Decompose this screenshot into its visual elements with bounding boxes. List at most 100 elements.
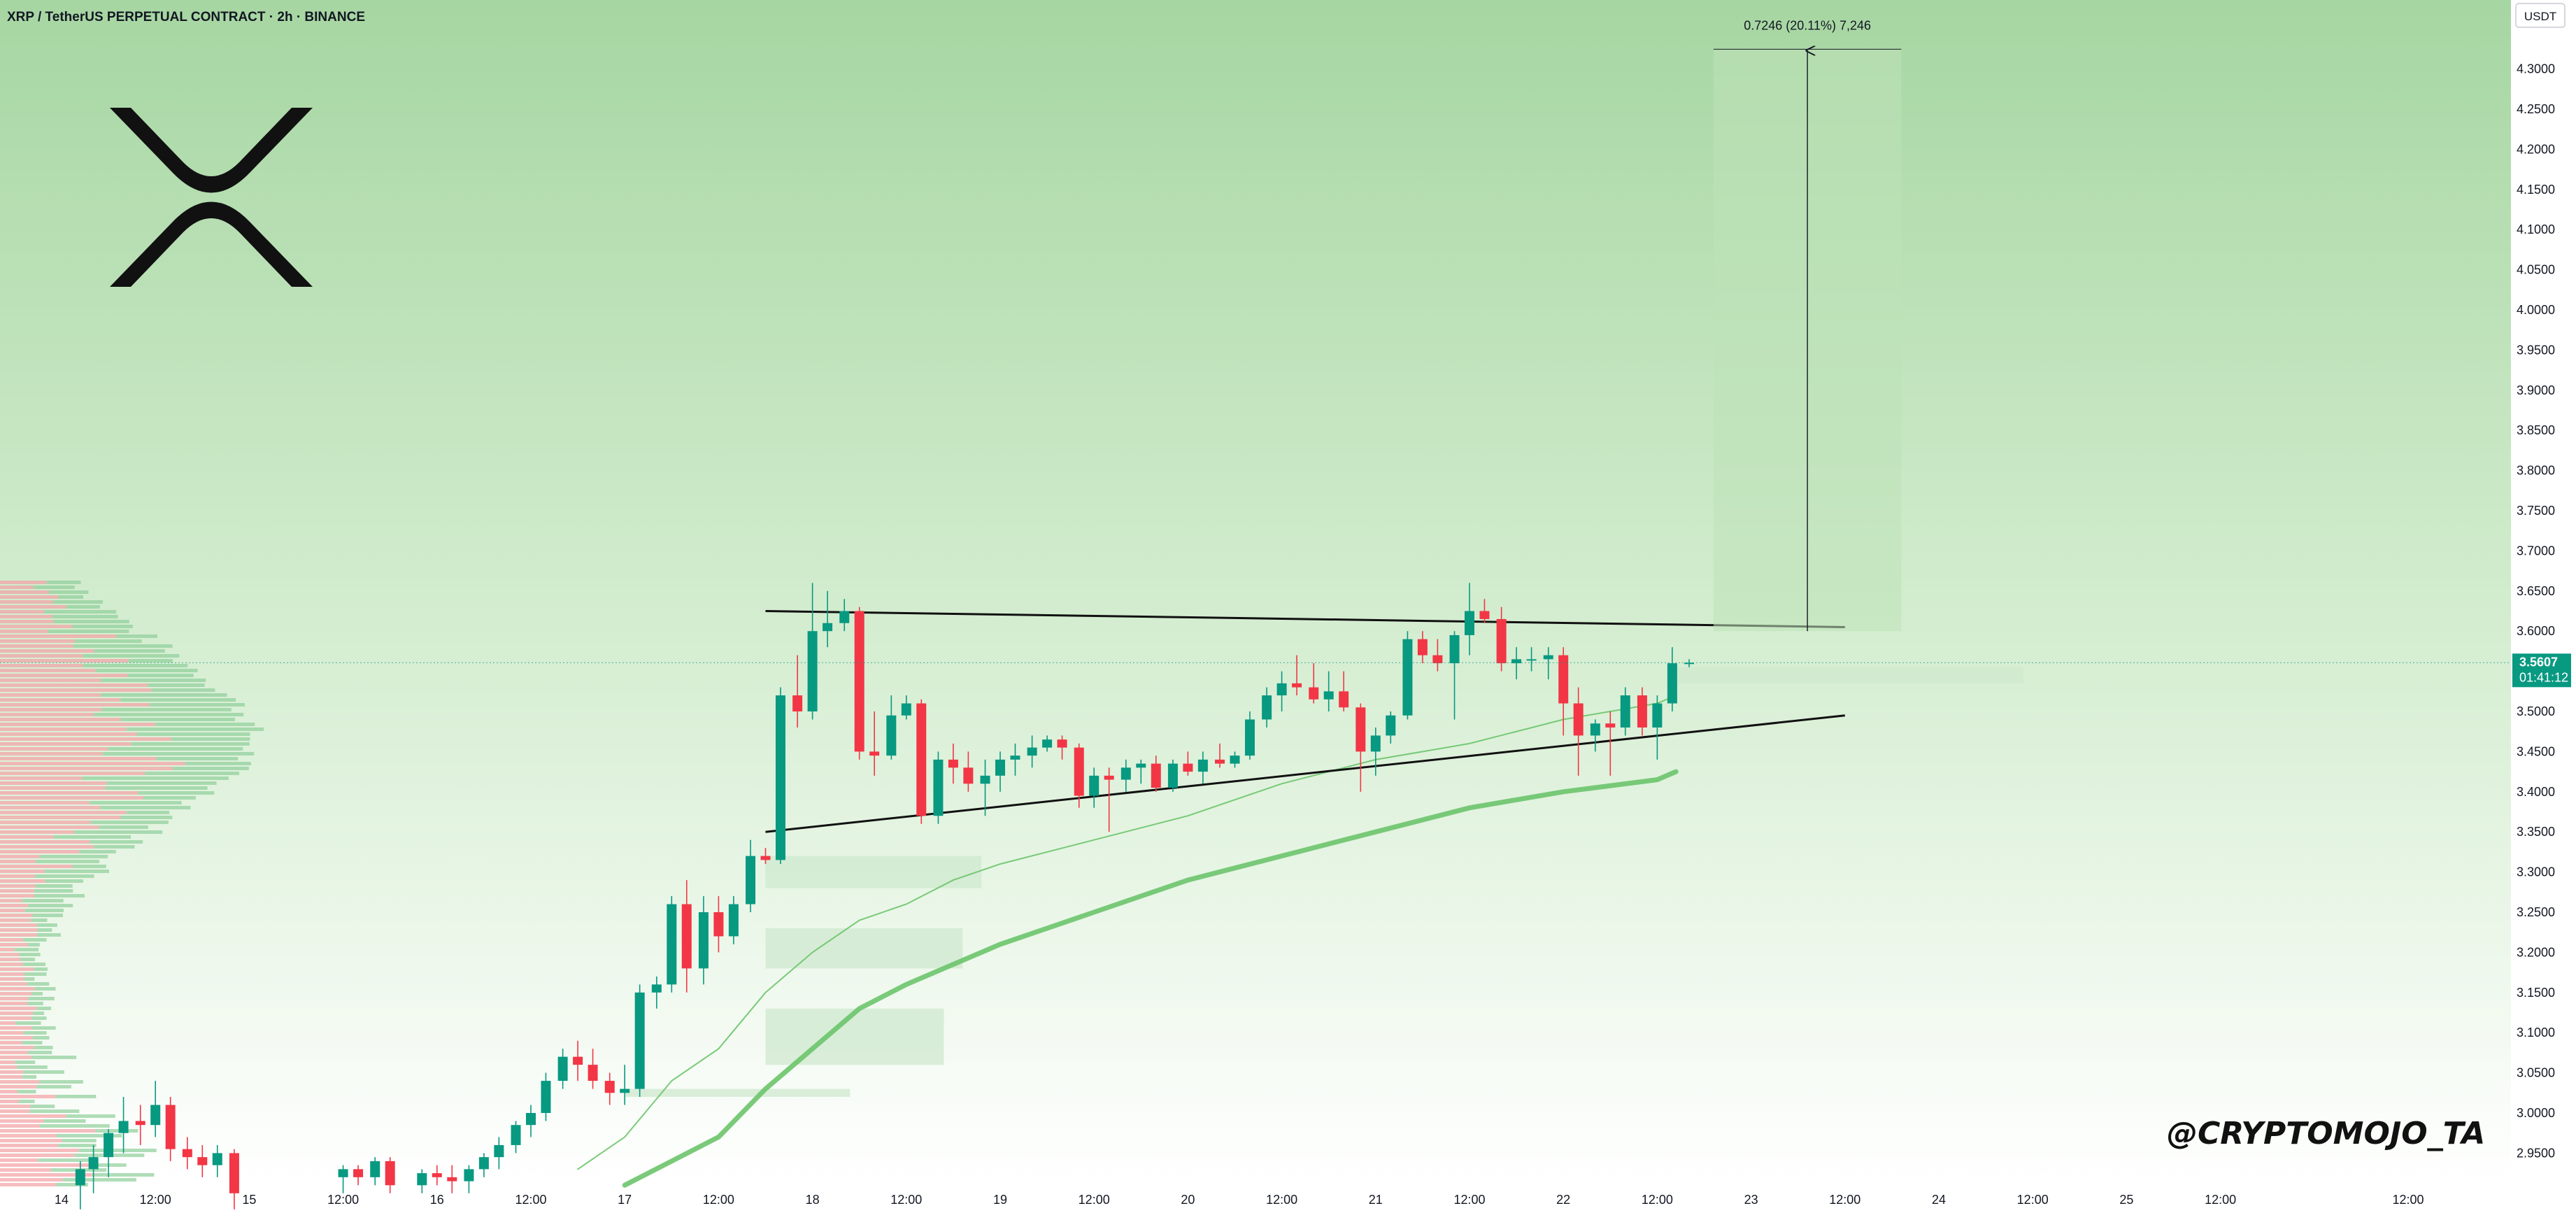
candle-body [541, 1081, 551, 1113]
candle-body [1620, 695, 1630, 728]
volume-bar-buy [156, 757, 239, 760]
volume-bar-buy [127, 728, 264, 731]
price-tick-label: 4.0000 [2517, 303, 2555, 317]
candle-body [494, 1144, 504, 1158]
current-price-value: 3.5607 [2519, 655, 2558, 669]
measure-label: 0.7246 (20.11%) 7,246 [1744, 18, 1871, 32]
time-tick-label: 14 [55, 1193, 69, 1207]
volume-bar-sell [0, 683, 148, 687]
volume-bar-sell [0, 590, 49, 594]
volume-bar-sell [0, 899, 22, 902]
candle-body [338, 1169, 348, 1177]
volume-bar-sell [0, 835, 55, 839]
volume-bar-sell [0, 894, 34, 898]
candle-body [886, 715, 897, 756]
candle-body [1262, 695, 1272, 720]
price-tick-label: 3.1000 [2517, 1026, 2555, 1040]
candle-body [1042, 739, 1053, 748]
time-tick-label: 12:00 [703, 1193, 734, 1207]
volume-bar-buy [36, 923, 57, 927]
volume-bar-buy [94, 713, 244, 716]
candle-body [963, 767, 974, 784]
candle-body [1465, 611, 1474, 635]
candle-body [135, 1121, 145, 1126]
volume-bar-buy [52, 615, 118, 618]
candle-body [432, 1173, 442, 1177]
volume-bar-sell [0, 1144, 58, 1147]
price-axis-ticks: 2.9500 3.0000 3.0500 3.1000 3.1500 3.2000 3.25… [2517, 62, 2555, 1161]
candle-body [760, 856, 771, 860]
volume-bar-sell [0, 1021, 16, 1025]
volume-bar-sell [0, 884, 36, 888]
currency-unit-box[interactable] [2515, 3, 2566, 28]
candle-body [1511, 659, 1522, 664]
volume-bar-buy [120, 698, 236, 702]
demand-zones [625, 667, 2023, 1098]
volume-bar-sell [0, 610, 45, 613]
volume-bar-buy [19, 953, 41, 956]
volume-bar-sell [0, 889, 34, 893]
volume-bar-buy [120, 718, 235, 721]
volume-bar-buy [82, 776, 229, 780]
price-tick-label: 3.3500 [2517, 825, 2555, 839]
volume-bar-sell [0, 1065, 17, 1069]
volume-bar-buy [22, 899, 64, 902]
candle-body [933, 759, 944, 816]
candle-body [417, 1173, 427, 1186]
candle-body [854, 611, 864, 752]
volume-bar-sell [0, 997, 29, 1000]
price-tick-label: 3.8500 [2517, 423, 2555, 437]
price-tick-label: 4.2500 [2517, 102, 2555, 116]
candle-body [651, 984, 662, 993]
candle-body [1010, 756, 1020, 760]
chart-title: XRP / TetherUS PERPETUAL CONTRACT · 2h ·… [7, 10, 365, 24]
candle-body [464, 1169, 474, 1182]
volume-bar-buy [72, 625, 133, 628]
price-tick-label: 3.9500 [2517, 343, 2555, 357]
volume-bar-buy [38, 1158, 95, 1162]
resistance-trendline [765, 610, 1845, 628]
xrp-logo-icon [110, 108, 313, 287]
time-tick-label: 12:00 [1829, 1193, 1860, 1207]
volume-bar-buy [83, 664, 188, 667]
volume-bar-sell [0, 1158, 38, 1162]
volume-bar-buy [35, 860, 99, 863]
volume-bar-sell [0, 855, 40, 858]
candle-body [353, 1169, 364, 1177]
candle-body [1417, 639, 1428, 655]
candle-body [1027, 747, 1037, 756]
volume-bar-sell [0, 581, 47, 584]
price-tick-label: 3.4000 [2517, 785, 2555, 799]
volume-bar-buy [78, 1149, 157, 1152]
currency-unit-label: USDT [2524, 10, 2556, 23]
candle-body [634, 992, 645, 1089]
price-tick-label: 3.1500 [2517, 986, 2555, 1000]
volume-bar-sell [0, 1119, 44, 1123]
volume-bar-buy [53, 620, 129, 623]
volume-bar-buy [56, 1134, 122, 1137]
volume-bar-sell [0, 1051, 28, 1054]
volume-bar-sell [0, 963, 23, 966]
candle-body [75, 1169, 85, 1186]
volume-bar-sell [0, 1134, 57, 1137]
volume-bar-buy [32, 1036, 50, 1040]
candle-body [1197, 759, 1208, 772]
volume-bar-buy [62, 1178, 136, 1182]
volume-bar-buy [28, 997, 55, 1000]
candle-body [1230, 756, 1240, 764]
volume-bar-buy [31, 1016, 47, 1020]
time-tick-label: 12:00 [1266, 1193, 1297, 1207]
volume-bar-buy [28, 904, 73, 907]
candle-body [667, 904, 677, 985]
volume-bar-sell [0, 796, 144, 800]
candle-body [823, 623, 833, 632]
candle-body [728, 904, 739, 937]
volume-bar-buy [48, 590, 89, 594]
candle-body [1543, 655, 1553, 660]
candle-body [1667, 663, 1677, 704]
candle-body [1605, 723, 1616, 728]
volume-bar-buy [151, 688, 215, 692]
volume-bar-buy [95, 669, 198, 672]
volume-bar-sell [0, 654, 83, 658]
